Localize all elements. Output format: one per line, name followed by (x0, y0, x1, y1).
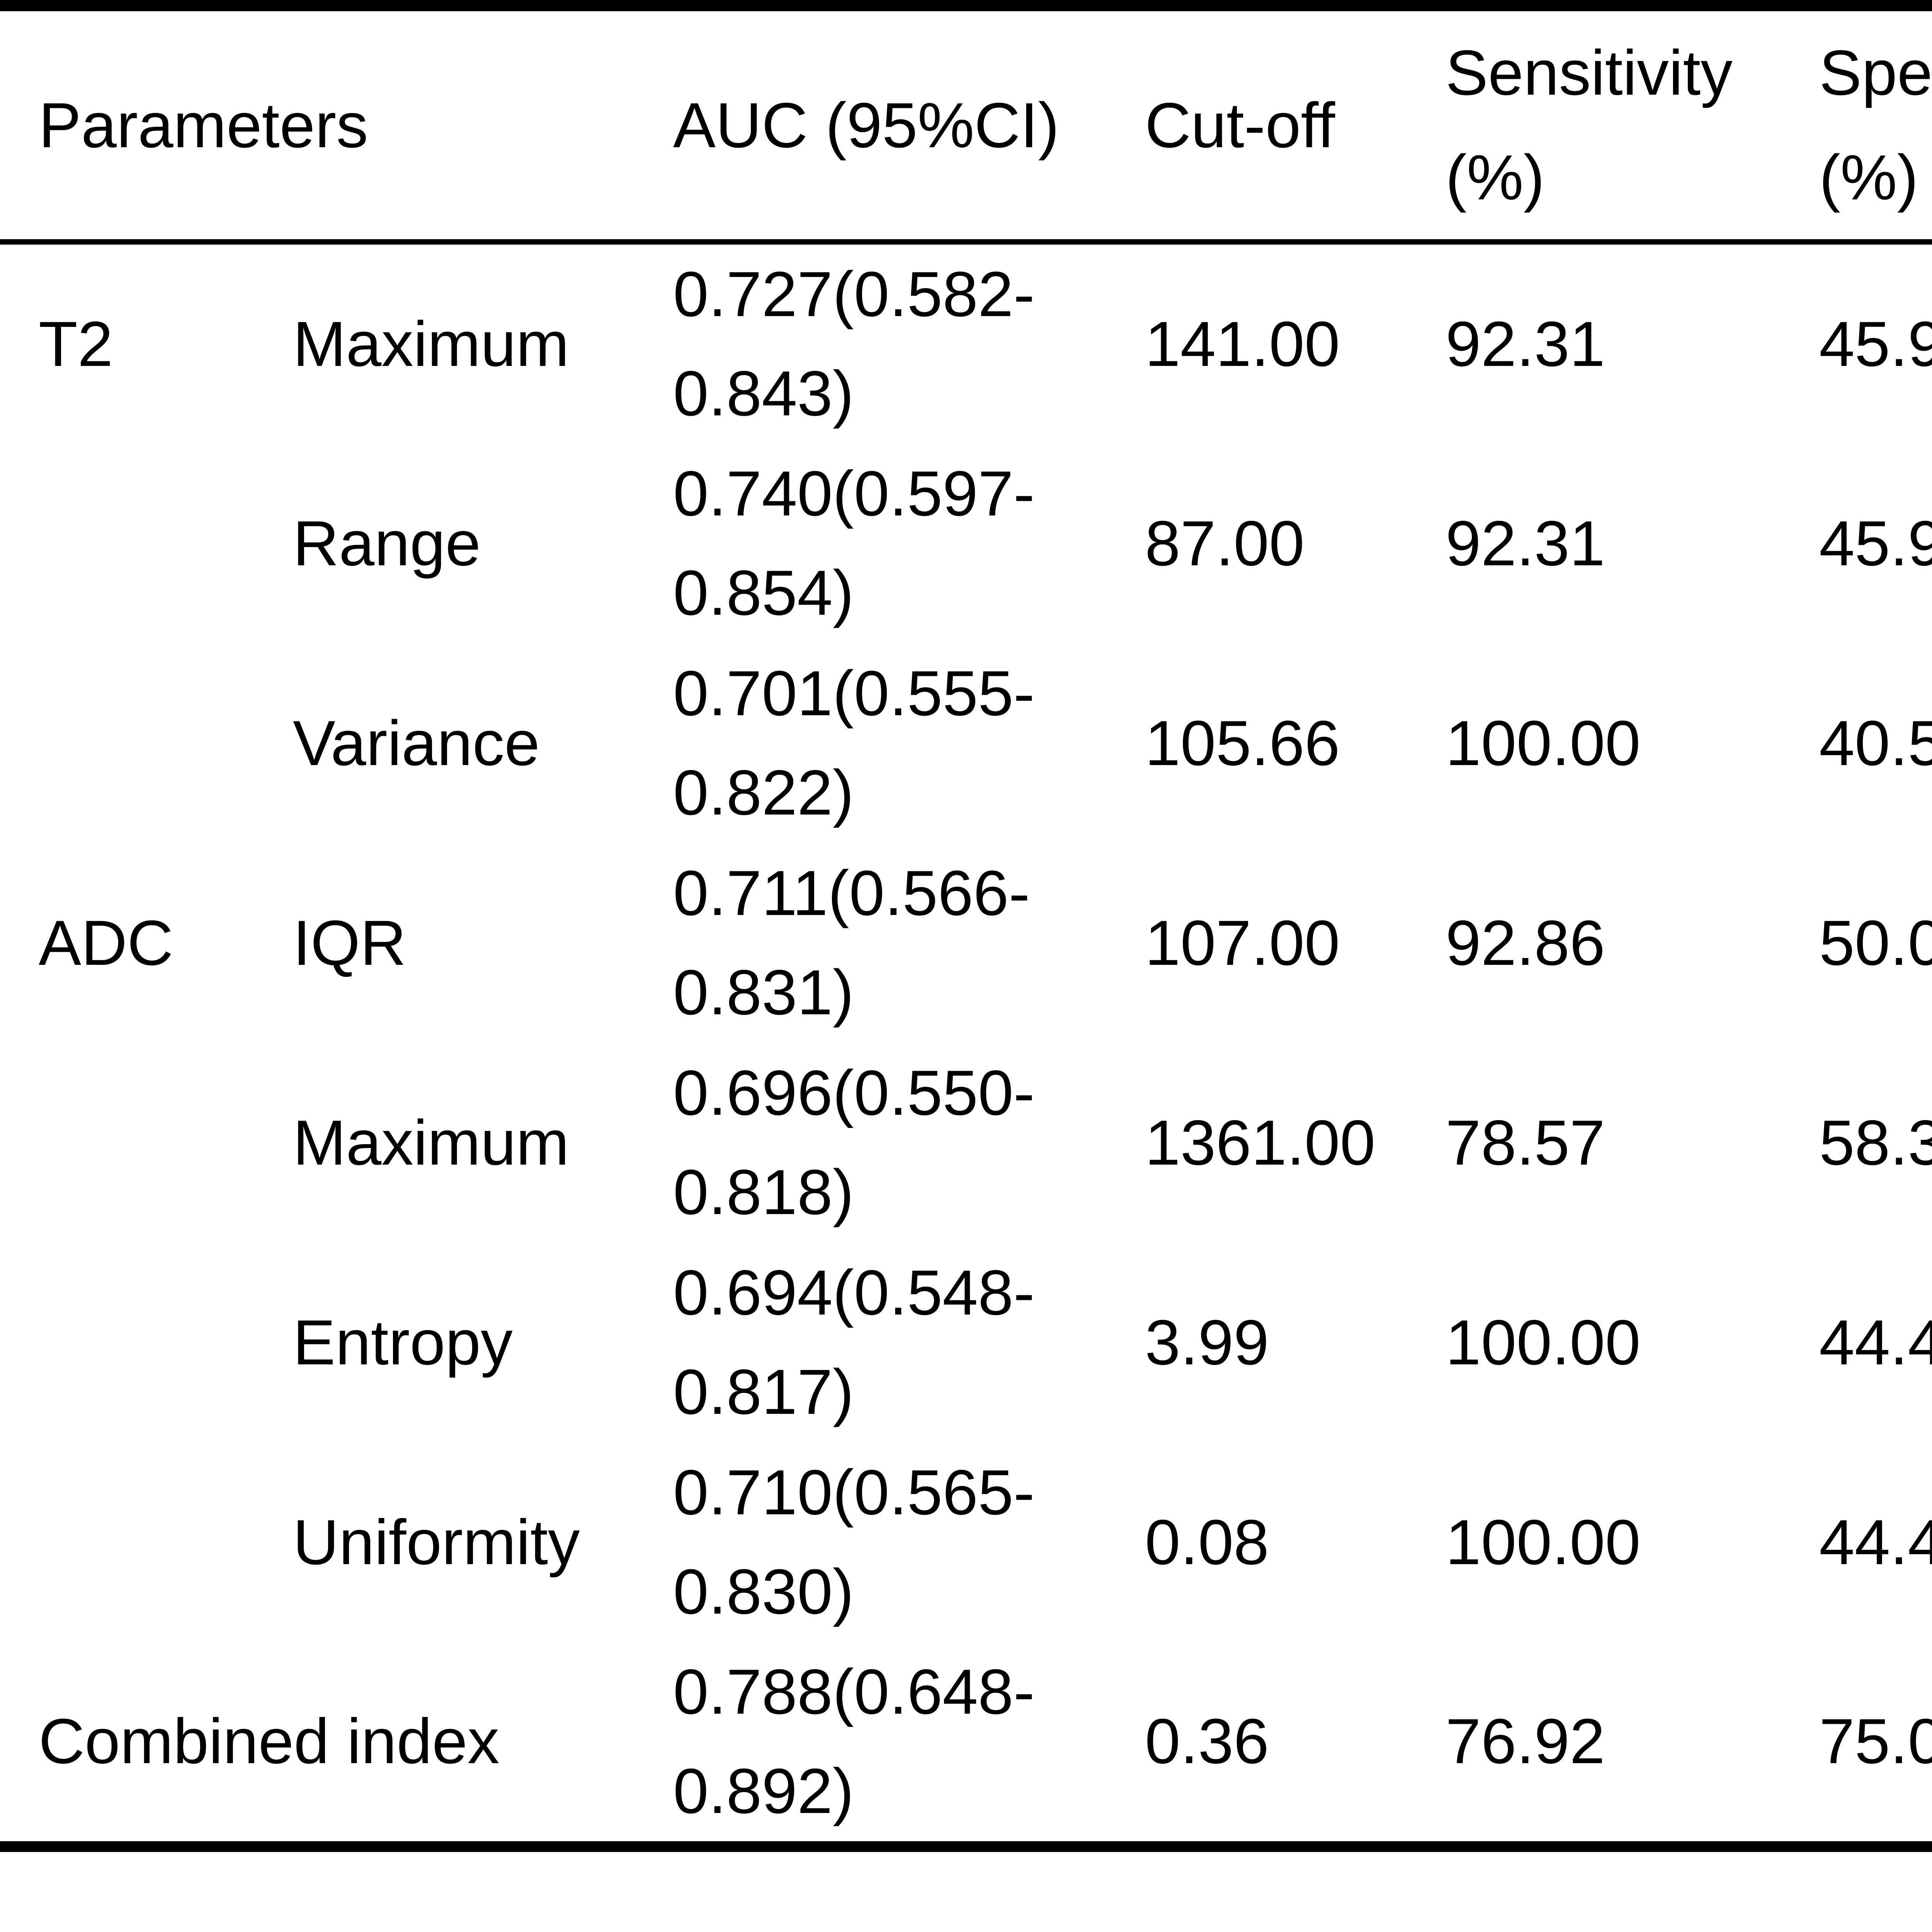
cell-specificity: 58.33 (1819, 1107, 1932, 1178)
table-row: Combined index 0.788(0.648-0.892) 0.36 7… (0, 1642, 1932, 1847)
cell-cutoff: 141.00 (1145, 308, 1340, 379)
diagnostic-performance-table: Parameters AUC (95%CI) Cut-off Sensitivi… (0, 0, 1932, 1852)
cell-sensitivity: 92.31 (1446, 308, 1605, 379)
cell-param: Uniformity (293, 1506, 580, 1578)
table-row: Uniformity 0.710(0.565-0.830) 0.08 100.0… (0, 1442, 1932, 1642)
header-specificity-unit: (%) (1819, 142, 1918, 213)
table-row: Entropy 0.694(0.548-0.817) 3.99 100.00 4… (0, 1243, 1932, 1442)
cell-group (0, 1243, 293, 1442)
cell-sensitivity: 100.00 (1446, 1506, 1641, 1578)
table-row: Maximum 0.696(0.550-0.818) 1361.00 78.57… (0, 1043, 1932, 1243)
header-auc: AUC (95%CI) (673, 5, 1145, 245)
cell-group (0, 1043, 293, 1243)
cell-specificity: 44.44 (1819, 1306, 1932, 1378)
cell-auc: 0.740(0.597-0.854) (673, 457, 1035, 629)
cell-specificity: 40.54 (1819, 707, 1932, 779)
cell-param: Maximum (293, 308, 570, 379)
cell-auc: 0.788(0.648-0.892) (673, 1656, 1035, 1827)
cell-group (0, 643, 293, 843)
cell-cutoff: 0.08 (1145, 1506, 1269, 1578)
cell-sensitivity: 92.31 (1446, 507, 1605, 579)
cell-group: ADC (39, 907, 173, 978)
cell-sensitivity: 78.57 (1446, 1107, 1605, 1178)
cell-sensitivity: 100.00 (1446, 707, 1641, 779)
cell-auc: 0.701(0.555-0.822) (673, 657, 1035, 828)
cell-group-combined: Combined index (39, 1706, 500, 1777)
cell-auc: 0.696(0.550-0.818) (673, 1057, 1035, 1228)
cell-auc: 0.694(0.548-0.817) (673, 1257, 1035, 1428)
cell-specificity: 50.00 (1819, 907, 1932, 978)
cell-auc: 0.711(0.566-0.831) (673, 857, 1030, 1028)
header-sensitivity-label: Sensitivity (1446, 37, 1733, 109)
cell-cutoff: 105.66 (1145, 707, 1340, 779)
table-row: Range 0.740(0.597-0.854) 87.00 92.31 45.… (0, 444, 1932, 643)
header-parameters: Parameters (0, 5, 673, 245)
cell-group (0, 444, 293, 643)
header-cutoff: Cut-off (1145, 5, 1446, 245)
cell-param: IQR (293, 907, 406, 978)
cell-param: Maximum (293, 1107, 570, 1178)
table-row: ADC IQR 0.711(0.566-0.831) 107.00 92.86 … (0, 843, 1932, 1043)
cell-auc: 0.710(0.565-0.830) (673, 1456, 1035, 1628)
header-row: Parameters AUC (95%CI) Cut-off Sensitivi… (0, 5, 1932, 245)
cell-group (0, 1442, 293, 1642)
header-specificity-label: Specificity (1819, 37, 1932, 109)
cell-cutoff: 87.00 (1145, 507, 1304, 579)
cell-specificity: 44.44 (1819, 1506, 1932, 1578)
cell-sensitivity: 92.86 (1446, 907, 1605, 978)
cell-cutoff: 107.00 (1145, 907, 1340, 978)
header-sensitivity-unit: (%) (1446, 142, 1545, 213)
cell-cutoff: 3.99 (1145, 1306, 1269, 1378)
cell-param: Entropy (293, 1306, 513, 1378)
cell-sensitivity: 100.00 (1446, 1306, 1641, 1378)
table-row: T2 Maximum 0.727(0.582-0.843) 141.00 92.… (0, 242, 1932, 444)
cell-specificity: 45.95 (1819, 308, 1932, 379)
cell-group: T2 (39, 308, 113, 379)
cell-param: Range (293, 507, 481, 579)
header-sensitivity: Sensitivity (%) (1446, 5, 1820, 245)
cell-sensitivity: 76.92 (1446, 1706, 1605, 1777)
cell-param: Variance (293, 707, 540, 779)
cell-auc: 0.727(0.582-0.843) (673, 259, 1035, 429)
header-specificity: Specificity (%) (1819, 5, 1932, 245)
cell-specificity: 75.00 (1819, 1706, 1932, 1777)
cell-cutoff: 1361.00 (1145, 1107, 1376, 1178)
cell-cutoff: 0.36 (1145, 1706, 1269, 1777)
table-row: Variance 0.701(0.555-0.822) 105.66 100.0… (0, 643, 1932, 843)
cell-specificity: 45.95 (1819, 507, 1932, 579)
